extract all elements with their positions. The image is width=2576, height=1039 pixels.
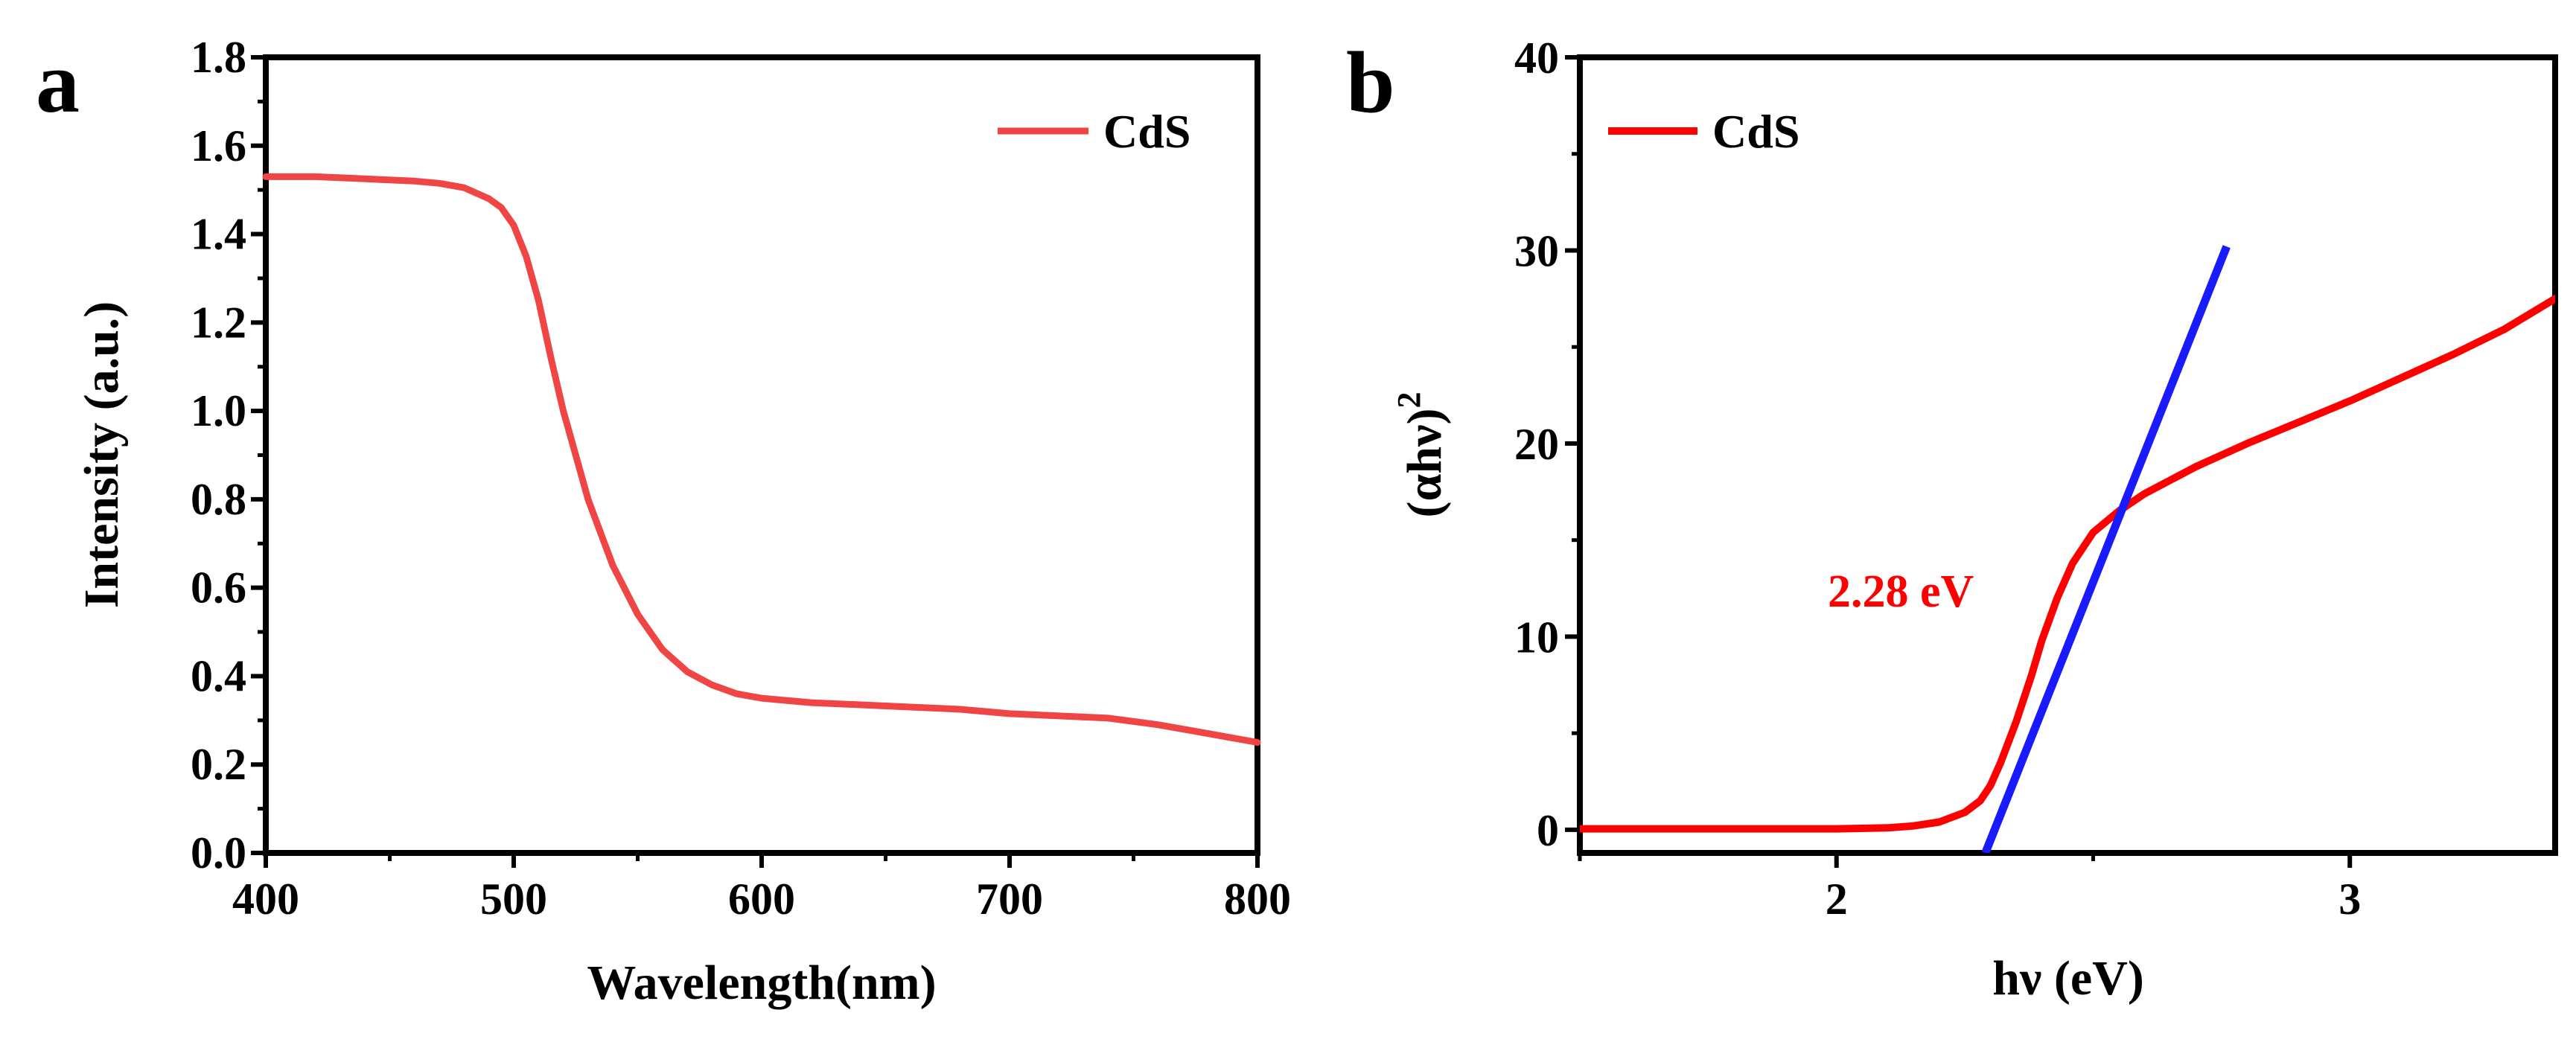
panel-a-y-tick-labels: 0.0 0.2 0.4 0.6 0.8 1.0 1.2 1.4 1.6 1.8 xyxy=(191,33,246,877)
panel-a-plot-frame xyxy=(263,54,1260,856)
panel-a-y-tick-label: 0.6 xyxy=(191,563,246,613)
panel-a-y-tick-label: 1.0 xyxy=(191,386,246,435)
panel-a-legend: CdS xyxy=(998,105,1190,158)
panel-a: a 0.0 0.2 0.4 0.6 0.8 1.0 1.2 1.4 1.6 1.8 400 500 6… xyxy=(36,33,1291,1010)
panel-b-series-line-cds xyxy=(1580,295,2555,833)
panel-a-y-tick-label: 0.4 xyxy=(191,651,246,700)
panel-a-series-line-cds xyxy=(262,173,1261,746)
panel-a-x-tick-label: 700 xyxy=(976,875,1043,924)
panel-b-y-tick-label: 20 xyxy=(1514,420,1559,469)
panel-a-letter: a xyxy=(36,33,80,131)
panel-b-plot-frame xyxy=(1577,54,2558,856)
panel-a-legend-label: CdS xyxy=(1103,105,1190,158)
panel-b-legend-label: CdS xyxy=(1712,105,1799,158)
panel-a-y-tick-label: 1.6 xyxy=(191,121,246,170)
panel-a-y-tick-label: 1.4 xyxy=(191,210,246,259)
panel-b-y-tick-label: 30 xyxy=(1514,226,1559,275)
panel-b-y-axis-label: (αhν)2 xyxy=(1391,392,1452,518)
panel-b-bandgap-annotation: 2.28 eV xyxy=(1828,566,1974,617)
panel-a-x-axis-label: Wavelength(nm) xyxy=(587,956,936,1010)
panel-b-y-tick-label: 0 xyxy=(1537,806,1559,855)
panel-b-y-axis-label-sup: 2 xyxy=(1391,392,1427,409)
panel-a-y-tick-label: 0.8 xyxy=(191,475,246,524)
panel-a-x-tick-label: 600 xyxy=(728,875,795,924)
panel-b-legend: CdS xyxy=(1608,105,1799,158)
panel-a-ticks xyxy=(251,55,1260,868)
panel-a-x-tick-label: 400 xyxy=(232,875,299,924)
panel-b-x-tick-label: 3 xyxy=(2339,875,2361,924)
panel-b-ticks xyxy=(1565,55,2353,868)
panel-b-y-axis-label-base: (αhν) xyxy=(1397,409,1452,518)
panel-b-letter: b xyxy=(1346,33,1395,131)
panel-a-y-tick-label: 1.8 xyxy=(191,33,246,82)
panel-b-y-tick-label: 40 xyxy=(1514,33,1559,83)
panel-b-x-tick-label: 2 xyxy=(1826,875,1848,924)
panel-b-y-tick-label: 10 xyxy=(1514,613,1559,662)
panel-a-y-tick-label: 1.2 xyxy=(191,298,246,347)
panel-b-y-tick-labels: 0 10 20 30 40 xyxy=(1514,33,1559,855)
panel-b-tangent-line xyxy=(1981,245,2231,853)
panel-a-x-tick-label: 800 xyxy=(1224,875,1291,924)
panel-a-y-axis-label: Intensity (a.u.) xyxy=(74,301,129,609)
panel-a-x-tick-label: 500 xyxy=(480,875,547,924)
panel-a-y-tick-label: 0.0 xyxy=(191,828,246,877)
panel-a-x-tick-labels: 400 500 600 700 800 xyxy=(232,875,1291,924)
panel-b-x-axis-label: hν (eV) xyxy=(1992,951,2144,1006)
panel-a-y-tick-label: 0.2 xyxy=(191,740,246,789)
